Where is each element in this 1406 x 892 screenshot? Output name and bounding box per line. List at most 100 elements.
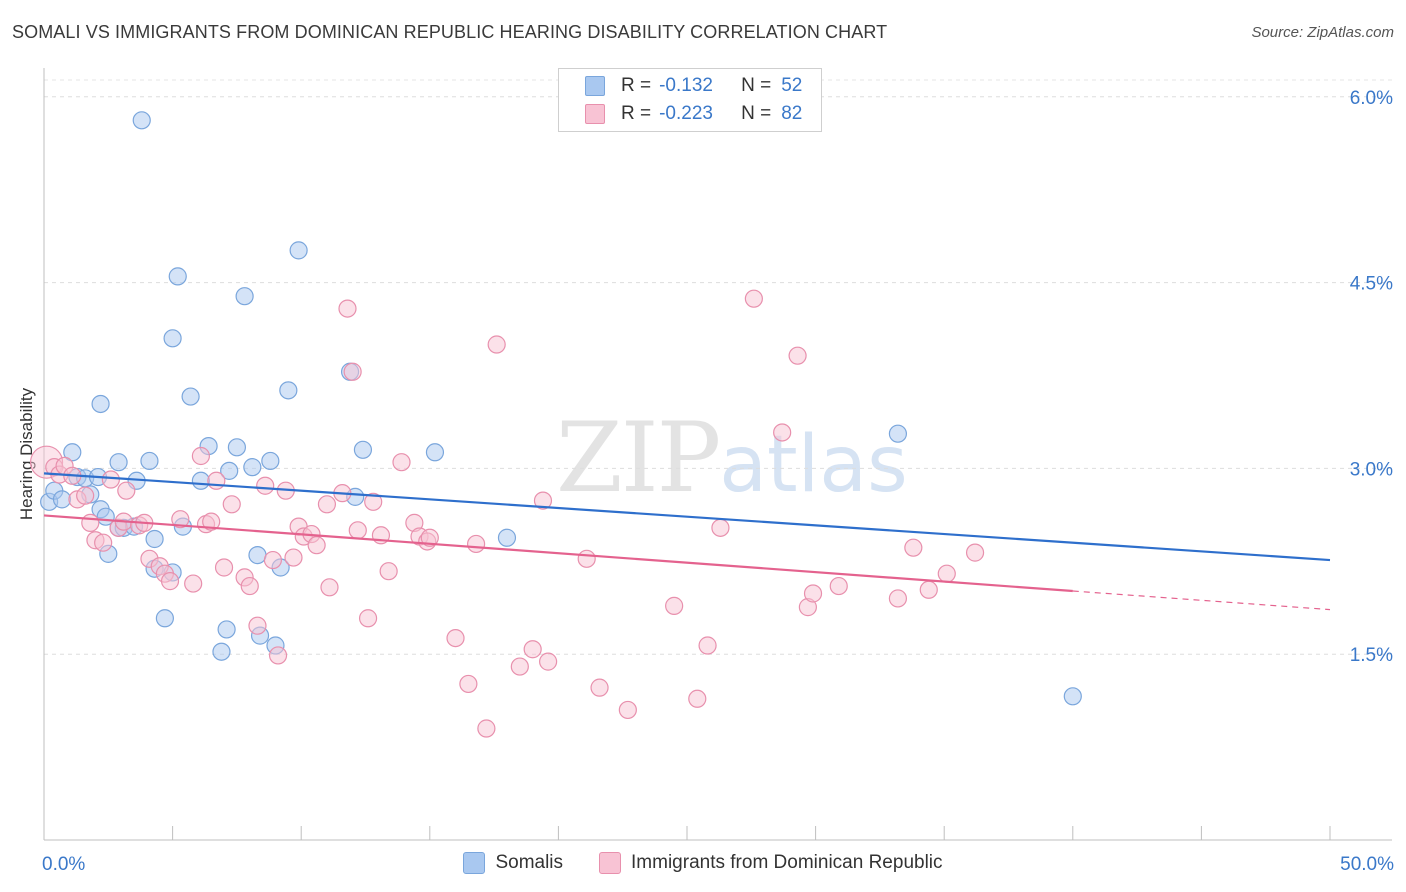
- somalis-point: [261, 451, 280, 471]
- somalis-point: [243, 458, 262, 477]
- dominican-point: [320, 578, 339, 597]
- dominican-point: [101, 470, 120, 489]
- series-somalis: [40, 111, 1082, 706]
- dominican-point: [477, 719, 496, 738]
- correlation-legend: R = -0.132 N = 52 R = -0.223 N = 82: [558, 68, 822, 132]
- legend-swatch-somalis: [585, 76, 605, 96]
- dominican-point: [348, 521, 367, 540]
- dominican-point: [248, 616, 267, 635]
- somalis-point: [220, 461, 239, 480]
- y-tick-label: 6.0%: [1350, 88, 1393, 109]
- dominican-point: [446, 628, 465, 648]
- dominican-point: [358, 609, 378, 628]
- dominican-point: [343, 362, 362, 381]
- somalis-point: [227, 438, 246, 457]
- dominican-point: [919, 580, 938, 599]
- dominican-point: [590, 678, 609, 697]
- dominican-point: [160, 572, 180, 591]
- dominican-point: [510, 657, 529, 676]
- x-tick-label: 50.0%: [1340, 854, 1394, 875]
- legend-label-somalis: Somalis: [495, 852, 564, 873]
- dominican-point: [202, 512, 221, 531]
- watermark: ZIPatlas: [556, 402, 908, 514]
- legend-n-label: N =: [741, 75, 772, 96]
- legend-r-label: R =: [621, 75, 652, 96]
- somalis-point: [140, 451, 159, 471]
- dominican-point: [803, 584, 823, 603]
- dominican-point: [76, 486, 95, 505]
- x-tick-label: 0.0%: [42, 854, 85, 875]
- dominican-point: [117, 481, 136, 500]
- trend-extension-dominican: [1072, 590, 1331, 611]
- dominican-point: [256, 476, 275, 495]
- y-tick-label: 4.5%: [1350, 274, 1393, 295]
- somalis-point: [181, 387, 200, 406]
- dominican-point: [904, 538, 923, 557]
- dominican-point: [688, 689, 707, 708]
- legend-swatch-dominican: [585, 104, 605, 124]
- dominican-point: [94, 533, 113, 552]
- dominican-point: [665, 596, 684, 615]
- dominican-point: [379, 562, 398, 581]
- somalis-point: [888, 424, 908, 443]
- legend-n-value: 82: [781, 103, 803, 124]
- dominican-point: [184, 574, 203, 593]
- dominican-point: [829, 576, 848, 596]
- legend-r-value: -0.223: [659, 103, 713, 124]
- series-dominican: [29, 289, 985, 738]
- somalis-point: [91, 394, 110, 414]
- dominican-point: [466, 534, 486, 554]
- y-axis-label: Hearing Disability: [17, 387, 36, 520]
- dominican-point: [788, 346, 807, 365]
- dominican-point: [888, 589, 908, 608]
- somalis-point: [212, 642, 231, 661]
- somalis-point: [497, 528, 517, 547]
- legend-item-dominican: Immigrants from Dominican Republic: [599, 852, 943, 874]
- dominican-point: [207, 471, 226, 490]
- dominican-point: [317, 495, 337, 514]
- dominican-point: [214, 558, 234, 577]
- somalis-point: [145, 529, 164, 549]
- somalis-point: [279, 381, 298, 400]
- dominican-point: [263, 550, 283, 570]
- dominican-point: [240, 576, 259, 596]
- dominican-point: [523, 640, 542, 659]
- somalis-point: [191, 471, 210, 490]
- dominican-point: [222, 495, 241, 514]
- trend-line-dominican: [43, 514, 1073, 593]
- dominican-point: [711, 518, 730, 537]
- dominican-point: [268, 646, 288, 665]
- somalis-point: [109, 453, 128, 472]
- dominican-point: [577, 549, 596, 568]
- legend-item-somalis: Somalis: [463, 852, 563, 874]
- trend-line-somalis: [43, 472, 1331, 562]
- somalis-point: [289, 241, 308, 260]
- somalis-point: [155, 609, 174, 628]
- somalis-point: [425, 443, 445, 462]
- somalis-point: [163, 329, 182, 348]
- somalis-point: [1063, 687, 1082, 706]
- dominican-point: [364, 492, 383, 511]
- y-tick-label: 1.5%: [1350, 645, 1393, 666]
- dominican-point: [533, 491, 553, 510]
- somalis-point: [63, 443, 82, 462]
- dominican-point: [618, 700, 637, 720]
- somalis-point: [235, 287, 254, 306]
- dominican-point: [338, 299, 357, 318]
- somalis-point: [353, 440, 373, 459]
- legend-swatch-dominican: [599, 852, 622, 874]
- dominican-point: [171, 510, 190, 529]
- dominican-point: [191, 446, 210, 466]
- somalis-point: [52, 490, 72, 509]
- legend-n-value: 52: [781, 75, 803, 96]
- dominican-point: [698, 636, 717, 655]
- somalis-point: [217, 620, 236, 639]
- dominican-point: [965, 543, 985, 562]
- legend-n-label: N =: [741, 103, 772, 124]
- dominican-point: [392, 453, 411, 472]
- dominican-point: [744, 289, 763, 308]
- chart-title: SOMALI VS IMMIGRANTS FROM DOMINICAN REPU…: [12, 22, 888, 42]
- legend-label-dominican: Immigrants from Dominican Republic: [631, 852, 943, 873]
- legend-r-value: -0.132: [659, 75, 713, 96]
